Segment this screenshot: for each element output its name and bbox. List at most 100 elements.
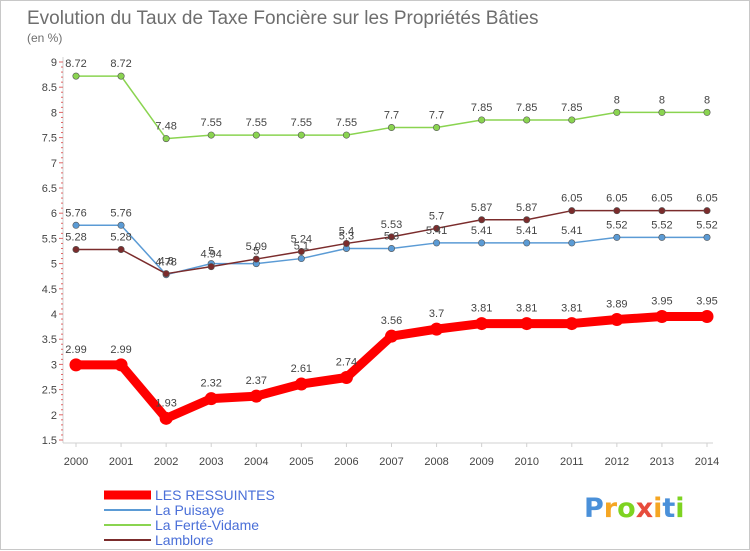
data-point — [610, 313, 624, 327]
data-point — [613, 108, 621, 116]
data-label: 8 — [614, 94, 620, 106]
data-point — [520, 317, 534, 331]
data-point — [162, 135, 170, 143]
data-label: 3.56 — [381, 315, 402, 327]
data-label: 7.55 — [246, 117, 267, 129]
y-tick-label: 4 — [51, 309, 57, 321]
y-axis-unit-label: (en %) — [27, 31, 62, 45]
x-tick-label: 2012 — [605, 456, 629, 468]
x-tick-label: 2007 — [379, 456, 403, 468]
data-label: 7.48 — [155, 121, 176, 133]
x-tick-label: 2013 — [650, 456, 674, 468]
y-tick-label: 8.5 — [42, 82, 57, 94]
x-tick-label: 2002 — [154, 456, 178, 468]
data-point — [294, 377, 308, 391]
data-point — [387, 233, 395, 241]
data-label: 8 — [659, 94, 665, 106]
data-label: 5 — [253, 246, 259, 258]
axes: 1.5 2 2.5 3 3.5 4 4.5 5 5.5 6 6.5 7 7.5 8 8.5 9 2000 2001… — [42, 57, 719, 468]
data-label: 5.52 — [651, 219, 672, 231]
legend-label-1: La Puisaye — [155, 502, 224, 518]
data-point — [339, 371, 353, 385]
y-tick-label: 1.5 — [42, 435, 57, 447]
data-point — [207, 263, 215, 271]
data-label: 5.7 — [429, 210, 444, 222]
series-layer — [69, 72, 714, 425]
data-point — [433, 224, 441, 232]
data-point — [703, 207, 711, 215]
chart-title: Evolution du Taux de Taxe Foncière sur l… — [27, 8, 539, 29]
data-label: 2.99 — [65, 344, 86, 356]
data-point — [252, 255, 260, 263]
data-label: 5.41 — [471, 225, 492, 237]
data-label: 3.81 — [471, 303, 492, 315]
data-point — [568, 239, 576, 247]
data-label: 2.74 — [336, 357, 357, 369]
data-point — [72, 221, 80, 229]
data-point — [658, 108, 666, 116]
data-label: 5.3 — [384, 230, 399, 242]
data-point — [72, 245, 80, 253]
data-label: 3.7 — [429, 308, 444, 320]
logo-letter: i — [675, 493, 684, 524]
data-point — [478, 116, 486, 124]
data-point — [69, 358, 83, 372]
data-point — [433, 124, 441, 132]
y-tick-label: 2 — [51, 410, 57, 422]
data-label: 5.1 — [294, 241, 309, 253]
x-tick-label: 2006 — [334, 456, 358, 468]
data-point — [207, 131, 215, 139]
data-point — [249, 389, 263, 403]
data-label: 7.55 — [201, 117, 222, 129]
data-point — [568, 207, 576, 215]
x-tick-label: 2000 — [64, 456, 88, 468]
data-point — [523, 116, 531, 124]
x-tick-label: 2003 — [199, 456, 223, 468]
data-label: 1.93 — [155, 397, 176, 409]
data-point — [297, 255, 305, 263]
data-label: 5.4 — [339, 225, 354, 237]
y-tick-label: 8 — [51, 107, 57, 119]
data-label: 8.72 — [65, 58, 86, 70]
data-label: 7.85 — [471, 102, 492, 114]
data-label: 2.61 — [291, 363, 312, 375]
x-tick-label: 2010 — [514, 456, 538, 468]
data-point — [523, 216, 531, 224]
data-label: 7.7 — [429, 110, 444, 122]
data-label: 5.41 — [426, 225, 447, 237]
data-label: 5.52 — [606, 219, 627, 231]
y-tick-label: 5.5 — [42, 233, 57, 245]
data-label: 2.32 — [201, 378, 222, 390]
x-tick-label: 2004 — [244, 456, 268, 468]
data-point — [478, 216, 486, 224]
data-label: 5.53 — [381, 219, 402, 231]
data-label: 7.55 — [291, 117, 312, 129]
y-tick-label: 7.5 — [42, 133, 57, 145]
logo-letter: x — [636, 493, 653, 524]
y-tick-label: 3.5 — [42, 334, 57, 346]
data-label: 6.05 — [651, 193, 672, 205]
data-point — [117, 72, 125, 80]
x-tick-label: 2005 — [289, 456, 313, 468]
proxiti-logo: Proxiti — [584, 493, 685, 524]
data-label: 5.24 — [291, 234, 312, 246]
data-label: 7.7 — [384, 110, 399, 122]
data-label: 5.3 — [339, 230, 354, 242]
data-point — [703, 233, 711, 241]
logo-letter: i — [653, 493, 662, 524]
data-label: 8 — [704, 94, 710, 106]
x-tick-label: 2008 — [424, 456, 448, 468]
data-point — [613, 233, 621, 241]
data-point — [658, 207, 666, 215]
data-label: 5.52 — [696, 219, 717, 231]
legend-label-3: Lamblore — [155, 532, 214, 548]
x-tick-label: 2014 — [695, 456, 719, 468]
data-point — [162, 270, 170, 278]
data-point — [387, 124, 395, 132]
data-label: 3.81 — [516, 303, 537, 315]
data-point — [387, 244, 395, 252]
data-label: 5.41 — [516, 225, 537, 237]
logo-letter: r — [604, 493, 618, 524]
